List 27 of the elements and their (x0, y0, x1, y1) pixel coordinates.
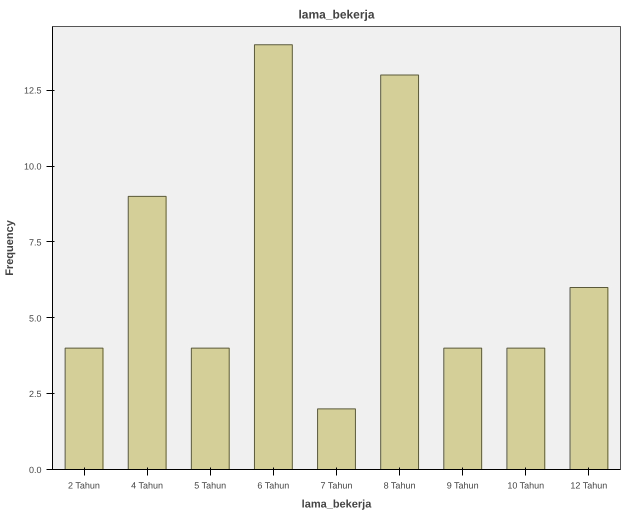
y-tick-label: 0.0 (28, 465, 42, 475)
chart-title: lama_bekerja (298, 8, 375, 22)
bar (128, 196, 167, 470)
x-tick-label: 5 Tahun (194, 480, 226, 490)
x-tick-label: 12 Tahun (570, 480, 608, 490)
y-tick-label: 12.5 (24, 86, 42, 96)
y-tick-label: 7.5 (28, 237, 42, 248)
y-tick-label: 10.0 (24, 162, 42, 172)
bar (506, 348, 546, 470)
x-tick-label: 8 Tahun (384, 480, 416, 490)
x-axis-title: lama_bekerja (302, 498, 372, 510)
bar (190, 348, 230, 470)
x-tick-label: 7 Tahun (320, 480, 352, 490)
x-tick-label: 6 Tahun (257, 480, 290, 490)
bar (317, 408, 356, 470)
x-tick-label: 9 Tahun (446, 480, 479, 490)
y-axis-title: Frequency (4, 219, 16, 276)
bar (254, 44, 293, 470)
bar (443, 348, 482, 470)
bar (570, 286, 608, 470)
bar (380, 74, 420, 470)
x-tick-label: 4 Tahun (131, 480, 164, 490)
y-tick-label: 2.5 (28, 389, 42, 400)
bar (64, 348, 104, 470)
x-tick-label: 2 Tahun (68, 480, 100, 490)
y-tick-label: 5.0 (28, 313, 42, 324)
x-tick-label: 10 Tahun (507, 480, 544, 490)
